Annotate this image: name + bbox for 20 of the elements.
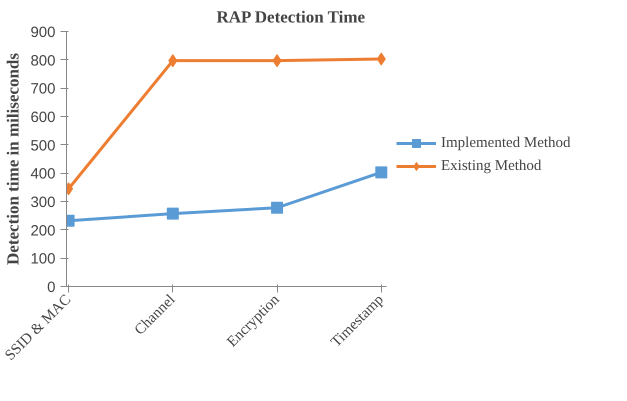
y-tick-label: 500	[30, 137, 56, 154]
point	[272, 54, 282, 68]
y-tick-label: 600	[30, 109, 56, 126]
legend-label: Existing Method	[441, 158, 542, 174]
point	[168, 54, 178, 68]
y-tick-label: 400	[30, 166, 56, 183]
legend-label: Implemented Method	[441, 134, 571, 152]
y-tick-label: 700	[30, 80, 56, 98]
y-tick-label: 200	[30, 222, 56, 240]
y-axis-title: Detection time in miliseconds	[3, 52, 22, 265]
point	[166, 208, 179, 220]
y-tick-label: 800	[30, 52, 56, 70]
chart-title: RAP Detection Time	[216, 8, 366, 26]
y-tick-label: 300	[30, 194, 56, 211]
point	[271, 202, 284, 214]
y-tick-label: 100	[30, 250, 56, 268]
y-tick-label: 900	[30, 24, 56, 41]
point	[375, 166, 388, 178]
y-tick-label: 0	[47, 279, 56, 296]
point	[376, 52, 386, 66]
